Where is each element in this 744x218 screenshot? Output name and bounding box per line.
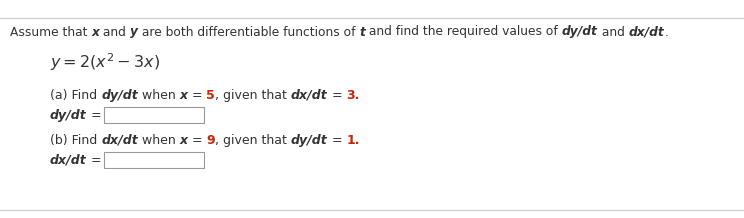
Text: dy/dt: dy/dt xyxy=(50,109,87,121)
Text: =: = xyxy=(87,109,101,121)
Text: and: and xyxy=(597,26,629,39)
Text: =: = xyxy=(328,89,347,102)
Text: and: and xyxy=(99,26,130,39)
Text: , given that: , given that xyxy=(215,89,291,102)
Text: (a) Find: (a) Find xyxy=(50,89,101,102)
FancyBboxPatch shape xyxy=(104,107,205,123)
Text: (b) Find: (b) Find xyxy=(50,133,101,146)
Text: dy/dt: dy/dt xyxy=(101,89,138,102)
Text: when: when xyxy=(138,89,179,102)
Text: dx/dt: dx/dt xyxy=(50,153,87,167)
Text: =: = xyxy=(87,153,101,167)
Text: .: . xyxy=(664,26,668,39)
Text: 3.: 3. xyxy=(347,89,360,102)
Text: dx/dt: dx/dt xyxy=(629,26,664,39)
Text: y: y xyxy=(130,26,138,39)
Text: , given that: , given that xyxy=(215,133,291,146)
Text: t: t xyxy=(359,26,365,39)
Text: x: x xyxy=(180,133,188,146)
Text: =: = xyxy=(328,133,347,146)
Text: =: = xyxy=(187,89,206,102)
FancyBboxPatch shape xyxy=(104,152,205,168)
Text: x: x xyxy=(179,89,187,102)
Text: dx/dt: dx/dt xyxy=(291,89,328,102)
Text: $y = 2\left(x^2 - 3x\right)$: $y = 2\left(x^2 - 3x\right)$ xyxy=(50,51,160,73)
Text: 1.: 1. xyxy=(347,133,360,146)
Text: dy/dt: dy/dt xyxy=(562,26,597,39)
Text: dy/dt: dy/dt xyxy=(291,133,328,146)
Text: dx/dt: dx/dt xyxy=(101,133,138,146)
Text: =: = xyxy=(188,133,207,146)
Text: Assume that: Assume that xyxy=(10,26,92,39)
Text: x: x xyxy=(92,26,99,39)
Text: 9: 9 xyxy=(207,133,215,146)
Text: 5: 5 xyxy=(206,89,215,102)
Text: are both differentiable functions of: are both differentiable functions of xyxy=(138,26,359,39)
Text: when: when xyxy=(138,133,180,146)
Text: and find the required values of: and find the required values of xyxy=(365,26,562,39)
